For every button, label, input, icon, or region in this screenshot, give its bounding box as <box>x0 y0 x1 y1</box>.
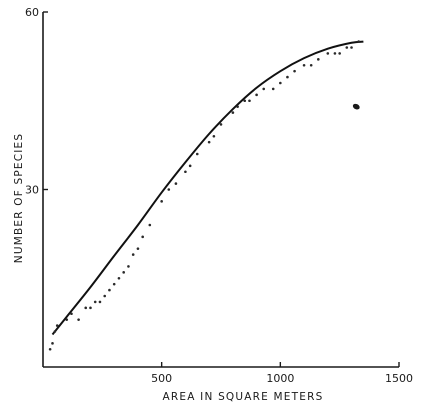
data-point <box>89 306 92 310</box>
data-point <box>65 318 69 321</box>
data-point <box>103 294 107 298</box>
data-point <box>338 52 341 55</box>
data-point <box>167 188 171 191</box>
data-point <box>93 300 97 304</box>
data-point <box>212 134 216 138</box>
data-point <box>117 276 121 280</box>
data-point <box>84 306 88 310</box>
data-point <box>55 324 59 327</box>
data-point <box>131 253 135 256</box>
data-point <box>286 75 289 79</box>
axes <box>42 12 399 368</box>
data-point <box>345 46 349 49</box>
data-point <box>122 271 125 274</box>
data-point <box>248 99 251 103</box>
data-point <box>53 330 57 333</box>
data-point <box>333 52 337 55</box>
data-point <box>326 52 330 55</box>
fitted-curve <box>51 40 364 336</box>
data-point <box>293 69 296 73</box>
y-tick-label: 60 <box>25 6 39 19</box>
data-point <box>136 247 140 250</box>
axis-ticks <box>43 11 400 367</box>
data-point <box>236 105 239 108</box>
data-point <box>70 312 73 316</box>
data-point <box>302 63 306 67</box>
data-point <box>207 140 211 144</box>
x-tick-label: 1000 <box>266 372 294 385</box>
data-point <box>98 300 102 304</box>
data-point <box>350 46 353 49</box>
x-axis-title: AREA IN SQUARE METERS <box>163 391 324 403</box>
data-point <box>127 265 130 268</box>
data-point <box>357 40 360 43</box>
data-point <box>77 318 80 321</box>
x-tick-label: 1500 <box>385 372 413 385</box>
data-point <box>309 63 313 67</box>
annotations <box>352 103 360 110</box>
data-point <box>243 99 247 103</box>
data-point <box>51 342 54 345</box>
data-point <box>174 182 178 185</box>
y-axis-title: NUMBER OF SPECIES <box>13 133 25 263</box>
tick-labels: 500 1000 1500 30 60 <box>25 6 413 385</box>
data-point <box>231 111 235 114</box>
data-point <box>317 58 320 61</box>
ink-blot <box>352 103 360 110</box>
data-point <box>184 170 187 174</box>
data-point <box>141 235 144 239</box>
data-point <box>188 164 192 168</box>
data-point <box>48 347 52 351</box>
data-point <box>219 123 223 126</box>
y-tick-label: 30 <box>25 184 39 197</box>
data-point <box>279 81 282 85</box>
data-point <box>255 93 258 97</box>
data-point <box>271 87 275 91</box>
data-points <box>48 40 360 351</box>
data-point <box>195 152 199 156</box>
data-point <box>160 200 163 203</box>
x-tick-label: 500 <box>151 372 172 385</box>
data-point <box>262 87 266 91</box>
data-point <box>112 282 116 286</box>
data-point <box>108 288 111 292</box>
data-point <box>148 223 152 227</box>
